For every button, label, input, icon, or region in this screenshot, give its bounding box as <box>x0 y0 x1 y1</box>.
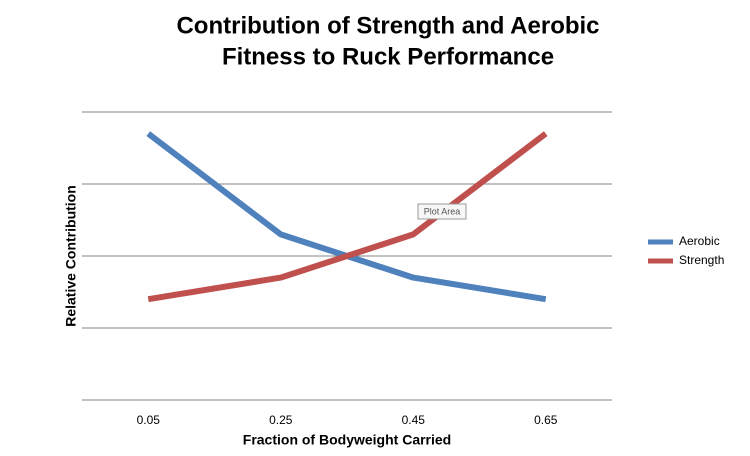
x-tick-label: 0.05 <box>137 413 161 427</box>
tooltip-box <box>417 203 467 220</box>
y-axis-label: Relative Contribution <box>63 185 79 327</box>
tooltip-text: Plot Area <box>424 206 461 216</box>
legend-label: Strength <box>679 253 724 267</box>
data-line <box>146 131 547 303</box>
x-tick-label: 0.45 <box>402 413 426 427</box>
x-tick-label: 0.25 <box>269 413 293 427</box>
chart-title: Contribution of Strength and Aerobic <box>176 12 599 39</box>
x-tick-label: 0.65 <box>534 413 558 427</box>
chart-title: Fitness to Ruck Performance <box>222 43 554 70</box>
data-line <box>147 131 548 303</box>
legend-label: Aerobic <box>679 234 720 248</box>
x-axis-label: Fraction of Bodyweight Carried <box>243 432 451 448</box>
